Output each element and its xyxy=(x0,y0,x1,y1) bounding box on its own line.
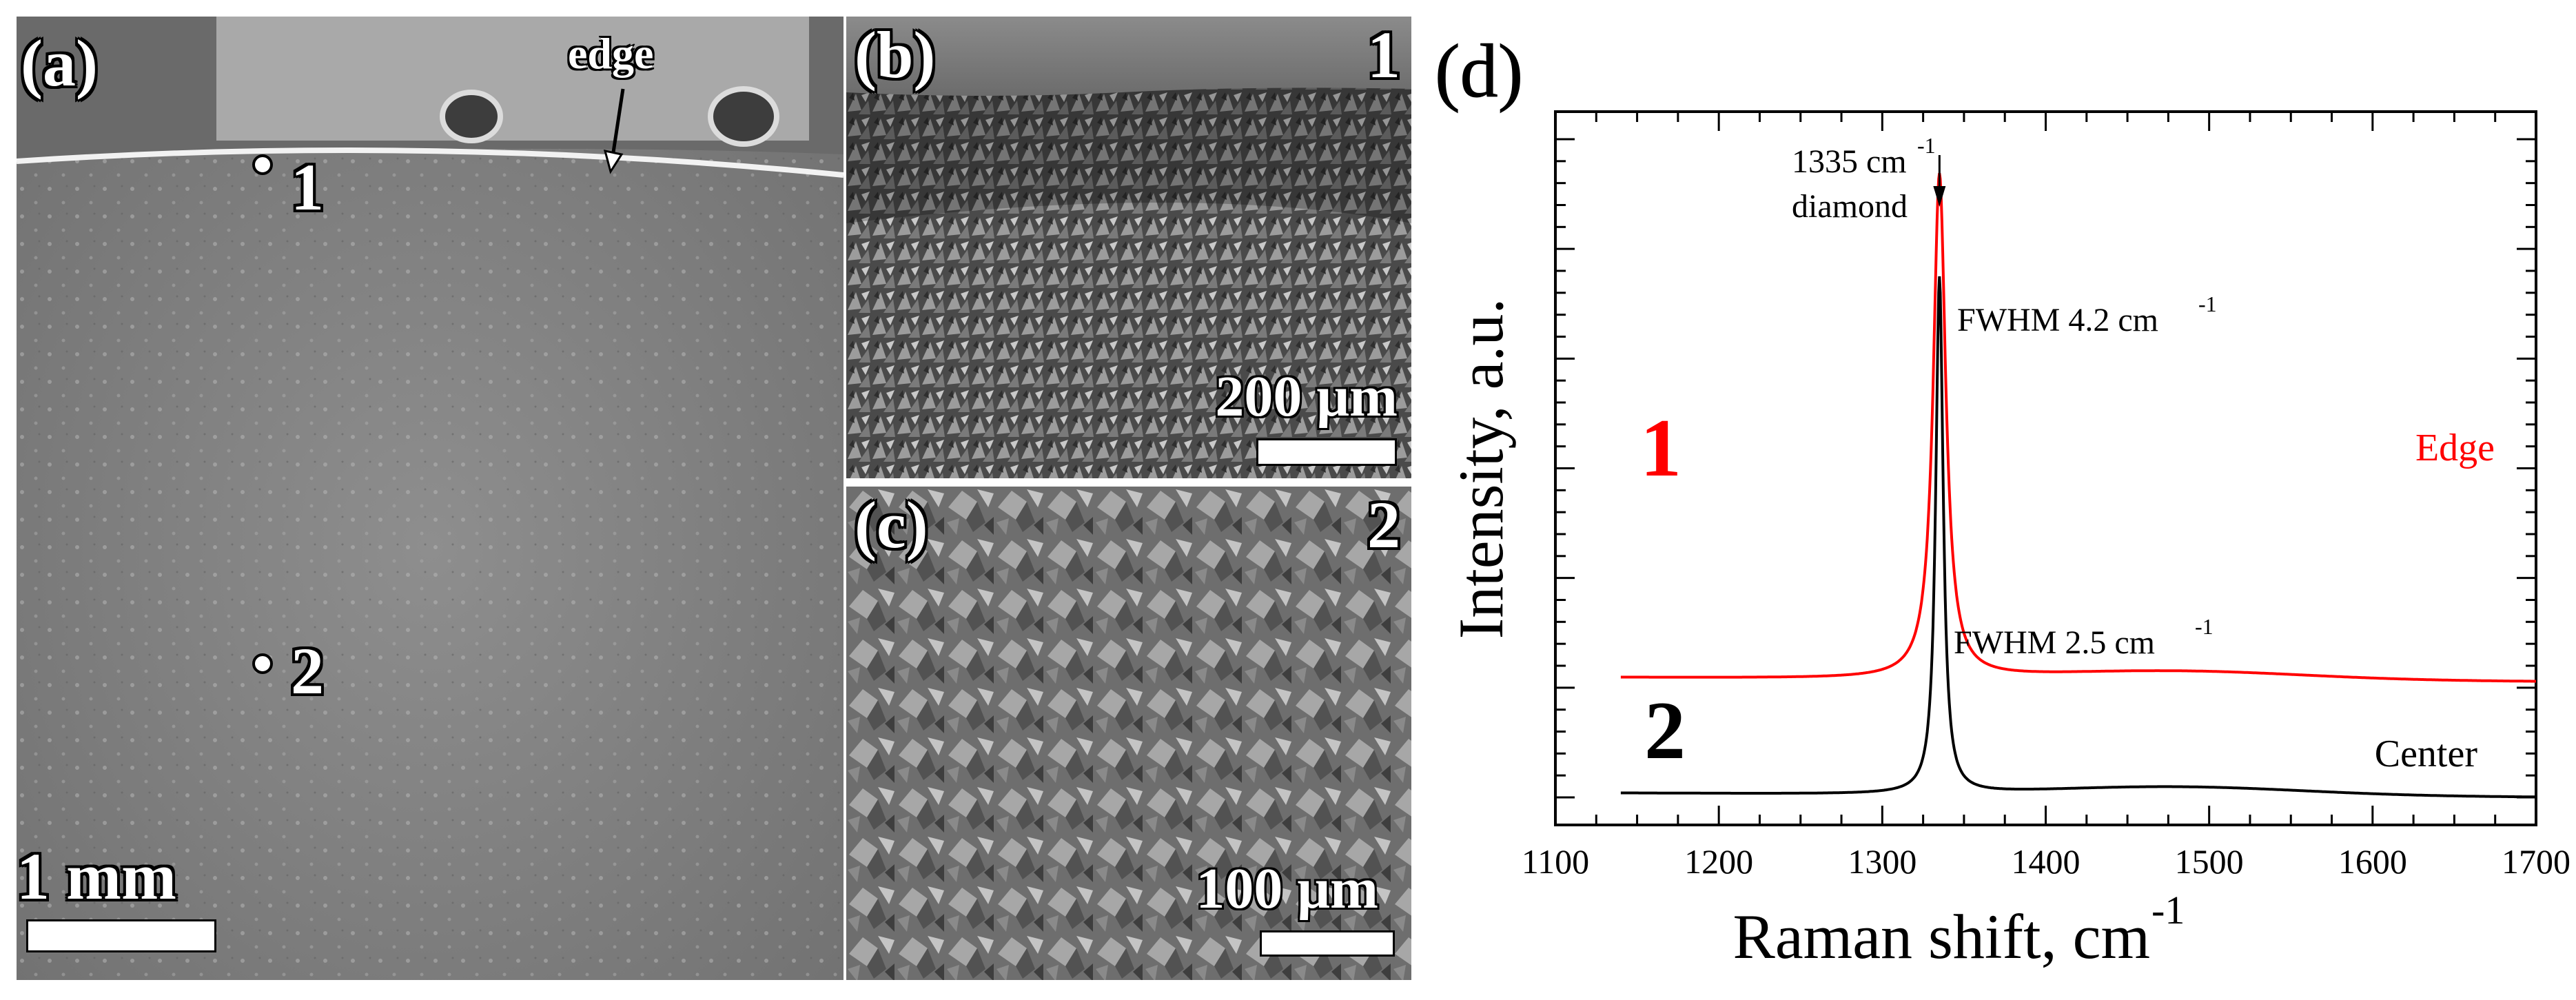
series-1-fwhm: FWHM 4.2 cm xyxy=(1957,302,2158,338)
peak-annotation-arrow xyxy=(1933,155,1946,207)
panel-c-image xyxy=(846,487,1411,980)
point-2-marker xyxy=(252,653,273,674)
series-1-fwhm-sup: -1 xyxy=(2198,292,2217,316)
x-tick-label: 1200 xyxy=(1684,842,1753,881)
panel-d-label: (d) xyxy=(1435,29,1523,113)
panel-c-index: 2 xyxy=(1367,488,1400,562)
series-1-name: Edge xyxy=(2415,427,2495,469)
sample-edge xyxy=(17,147,844,178)
holder-hole-2 xyxy=(708,86,779,147)
peak-annotation-line-2: diamond xyxy=(1792,188,1908,225)
series-2-name: Center xyxy=(2375,733,2478,775)
point-2-label: 2 xyxy=(291,634,324,708)
x-tick-label: 1500 xyxy=(2175,842,2244,881)
edge-arrow xyxy=(603,88,625,174)
panel-b-sem-image: (b) 1 200 μm xyxy=(846,17,1411,478)
raman-chart: (d) 1100 1200 1300 1400 1500 1600 1700 Raman s… xyxy=(1420,0,2576,997)
panel-b-scale-bar xyxy=(1256,438,1397,466)
panel-c-scale-label: 100 μm xyxy=(1196,857,1378,921)
x-axis-title-sup: -1 xyxy=(2151,888,2185,932)
series-2-id: 2 xyxy=(1644,684,1686,776)
holder-hole-1 xyxy=(440,90,503,143)
x-tick-label: 1100 xyxy=(1522,842,1589,881)
point-1-marker xyxy=(252,154,273,175)
series-line-center xyxy=(1620,276,2536,799)
panel-b-scale-label: 200 μm xyxy=(1215,365,1398,429)
x-tick-label: 1400 xyxy=(2012,842,2081,881)
panel-a-image xyxy=(17,17,844,980)
x-axis-title: Raman shift, cm xyxy=(1732,901,2150,972)
panel-b-index: 1 xyxy=(1367,18,1400,92)
panel-b-image xyxy=(846,17,1411,478)
raman-chart-svg: (d) 1100 1200 1300 1400 1500 1600 1700 Raman s… xyxy=(1435,29,2571,972)
panel-b-label: (b) xyxy=(855,18,936,92)
x-axis-ticks xyxy=(1554,112,2537,825)
panel-c-scale-bar xyxy=(1260,930,1395,957)
x-tick-label: 1600 xyxy=(2338,842,2407,881)
peak-annotation-line-1-sup: -1 xyxy=(1917,133,1936,158)
panel-c-sem-image: (c) 2 100 μm xyxy=(846,487,1411,980)
panel-a-sem-image: (a) edge 1 2 1 mm xyxy=(17,17,844,980)
panel-a-label: (a) xyxy=(21,26,98,100)
panel-c-label: (c) xyxy=(855,488,928,562)
point-1-label: 1 xyxy=(291,150,324,224)
x-tick-label: 1300 xyxy=(1848,842,1916,881)
y-axis-title: Intensity, a.u. xyxy=(1446,298,1516,640)
series-line-edge xyxy=(1620,172,2536,683)
series-1-id: 1 xyxy=(1640,402,1681,493)
series-2-fwhm-sup: -1 xyxy=(2195,614,2214,639)
y-axis-ticks xyxy=(1555,138,2536,799)
peak-annotation-line-1: 1335 cm xyxy=(1792,143,1907,180)
panel-a-scale-label: 1 mm xyxy=(17,839,176,913)
x-tick-label: 1700 xyxy=(2502,842,2570,881)
panel-a-scale-bar xyxy=(26,919,216,952)
plot-frame xyxy=(1554,110,2537,826)
x-axis-tick-labels: 1100 1200 1300 1400 1500 1600 1700 xyxy=(1522,842,2570,881)
edge-label: edge xyxy=(568,29,654,78)
series-2-fwhm: FWHM 2.5 cm xyxy=(1954,624,2155,661)
